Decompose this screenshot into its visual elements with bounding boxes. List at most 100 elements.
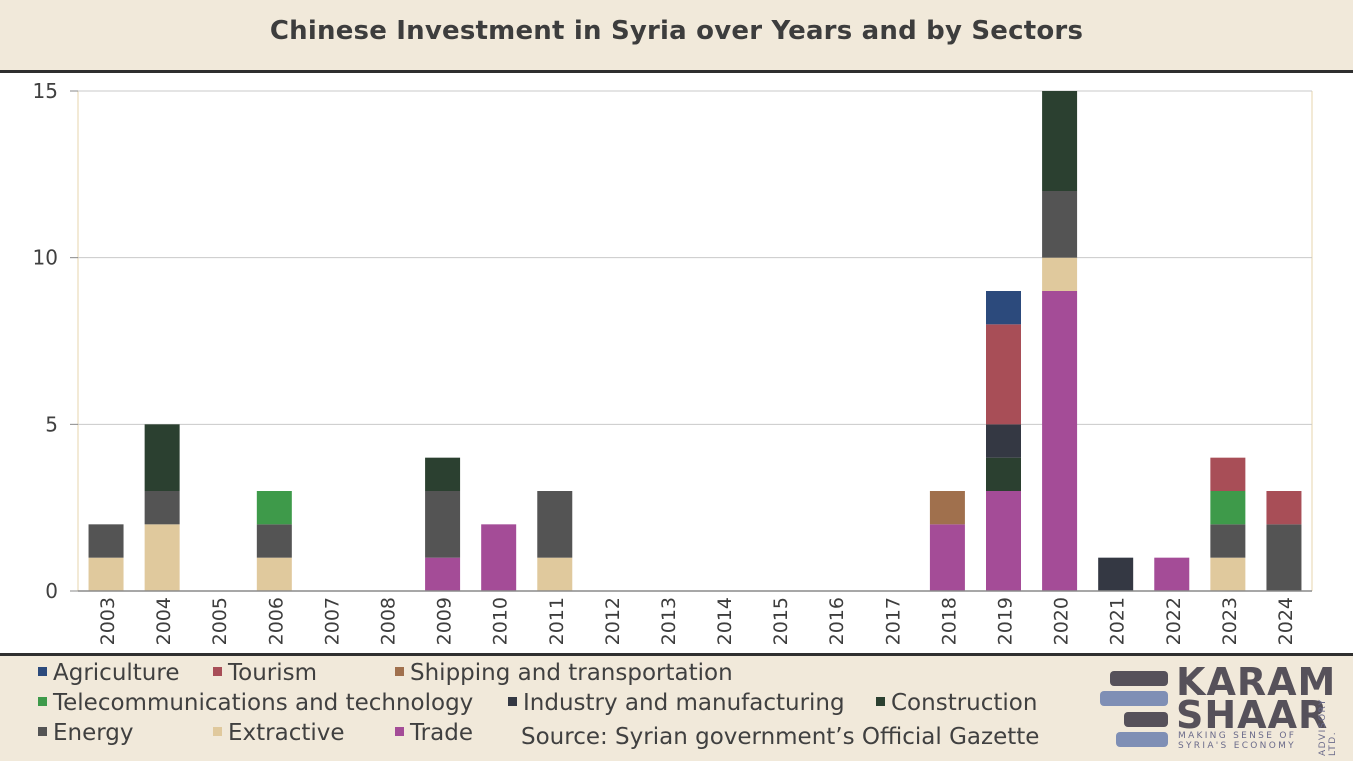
logo-text-shaar: SHAAR [1176, 693, 1329, 737]
bar-segment [1042, 191, 1078, 258]
legend-item: Industry and manufacturing [508, 690, 845, 716]
legend-item: Agriculture [38, 660, 180, 686]
chart-title: Chinese Investment in Syria over Years a… [269, 16, 1084, 46]
bar-segment [1042, 291, 1078, 591]
bar-segment [256, 491, 292, 525]
logo-stripe [1110, 671, 1168, 686]
source-note: Source: Syrian government’s Official Gaz… [521, 724, 1040, 750]
legend-swatch [38, 727, 47, 736]
logo-stripe [1116, 732, 1168, 747]
bar-segment [256, 524, 292, 558]
legend-label: Trade [410, 720, 473, 746]
y-tick-label: 0 [45, 579, 58, 603]
x-tick-label: 2007 [321, 597, 343, 645]
x-tick-label: 2017 [882, 597, 904, 645]
bar-segment [88, 524, 124, 558]
bar-segment [1210, 457, 1246, 491]
chart-area: 0 5 10 15 2003 2004 2005 2006 2007 2008 2009 2010 20… [0, 73, 1353, 656]
x-tick-label: 2024 [1275, 597, 1297, 645]
legend-swatch [213, 727, 222, 736]
stacked-bar-chart: 0 5 10 15 2003 2004 2005 2006 2007 2008 2009 2010 20… [33, 79, 1313, 645]
y-tick-label: 15 [33, 79, 58, 103]
bar-segment [88, 557, 124, 591]
legend-swatch [508, 697, 517, 706]
legend: Agriculture Tourism Shipping and transport… [38, 660, 1098, 760]
x-tick-label: 2021 [1107, 597, 1129, 645]
bar-segment [144, 424, 180, 491]
x-tick-label: 2016 [826, 597, 848, 645]
bar-segment [986, 424, 1021, 458]
header: Chinese Investment in Syria over Years a… [0, 0, 1353, 73]
legend-swatch [876, 697, 885, 706]
legend-label: Construction [891, 690, 1038, 716]
legend-item: Energy [38, 720, 134, 746]
x-tick-label: 2019 [995, 597, 1017, 645]
x-tick-label: 2015 [770, 597, 792, 645]
legend-item: Trade [395, 720, 473, 746]
y-tick-label: 10 [33, 246, 58, 270]
legend-label: Shipping and transportation [410, 660, 733, 686]
legend-label: Industry and manufacturing [523, 690, 845, 716]
x-tick-label: 2005 [209, 597, 231, 645]
bar-segment [1042, 257, 1078, 291]
bar-segment [929, 524, 965, 591]
legend-swatch [395, 667, 404, 676]
x-tick-label: 2020 [1051, 597, 1073, 645]
bar-segment [986, 291, 1021, 325]
karam-shaar-logo: KARAM SHAAR MAKING SENSE OF SYRIA'S ECON… [1100, 660, 1340, 756]
bar-segment [425, 491, 461, 558]
bar-segment [1098, 557, 1134, 591]
bar-segment [986, 324, 1021, 425]
bar-segment [1154, 557, 1190, 591]
logo-text-karam: KARAM [1176, 660, 1337, 704]
x-tick-label: 2008 [378, 597, 400, 645]
legend-label: Agriculture [53, 660, 180, 686]
x-tick-label: 2022 [1163, 597, 1185, 645]
legend-label: Telecommunications and technology [53, 690, 474, 716]
legend-swatch [213, 667, 222, 676]
legend-item: Shipping and transportation [395, 660, 733, 686]
bar-segment [1210, 491, 1246, 525]
bar-segment [537, 491, 573, 558]
x-tick-label: 2004 [153, 597, 175, 645]
legend-label: Tourism [228, 660, 318, 686]
logo-stripe [1124, 712, 1168, 727]
y-tick-label: 5 [45, 412, 58, 436]
x-tick-label: 2013 [658, 597, 680, 645]
legend-item: Extractive [213, 720, 345, 746]
bar-segment [256, 557, 292, 591]
legend-swatch [395, 727, 404, 736]
bar-segment [1042, 91, 1078, 191]
legend-label: Extractive [228, 720, 345, 746]
bar-segment [481, 524, 517, 591]
bar-segment [144, 524, 180, 591]
legend-swatch [38, 697, 47, 706]
bar-segment [929, 491, 965, 525]
x-tick-label: 2011 [546, 597, 568, 645]
legend-swatch [38, 667, 47, 676]
x-tick-label: 2003 [97, 597, 119, 645]
x-tick-label: 2012 [602, 597, 624, 645]
logo-tagline: MAKING SENSE OF SYRIA'S ECONOMY [1178, 731, 1297, 751]
legend-item: Construction [876, 690, 1037, 716]
x-tick-label: 2009 [434, 597, 456, 645]
logo-side-text: ADVISORY LTD. [1318, 698, 1338, 756]
x-tick-label: 2006 [265, 597, 287, 645]
logo-stripe [1100, 691, 1168, 706]
bar-segment [1266, 491, 1302, 525]
bar-segment [1266, 524, 1302, 591]
x-tick-label: 2010 [490, 597, 512, 645]
x-tick-label: 2018 [938, 597, 960, 645]
bar-segment [537, 557, 573, 591]
x-tick-label: 2023 [1219, 597, 1241, 645]
legend-item: Telecommunications and technology [38, 690, 473, 716]
bar-segment [986, 457, 1021, 491]
legend-item: Tourism [213, 660, 317, 686]
bar-segment [1210, 557, 1246, 591]
bar-segment [425, 457, 461, 491]
bar-segment [144, 491, 180, 525]
bar-segment [1210, 524, 1246, 558]
bar-segment [425, 557, 461, 591]
bar-segment [986, 491, 1021, 591]
x-tick-label: 2014 [714, 597, 736, 645]
